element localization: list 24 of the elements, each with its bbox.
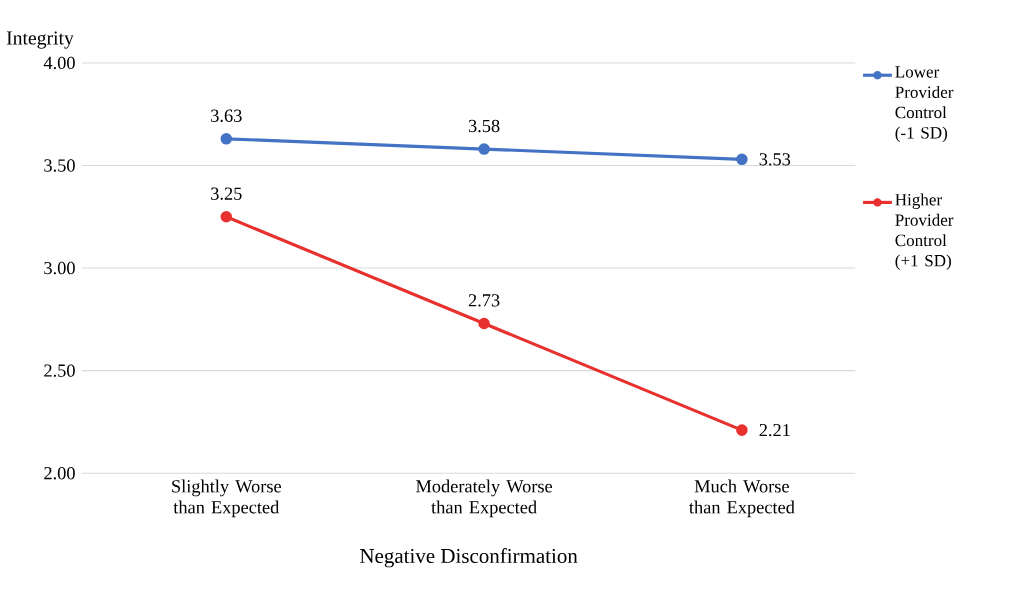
x-tick-label: Moderately Worse than Expected — [416, 479, 553, 518]
point — [736, 153, 748, 166]
y-tick-label: 4.00 — [43, 56, 75, 70]
point — [220, 133, 233, 145]
point — [478, 317, 490, 330]
legend-label: Lower Provider Control (-1 SD) — [895, 66, 954, 143]
point — [220, 211, 233, 223]
data-label: 3.63 — [211, 109, 242, 123]
data-label: 2.21 — [759, 424, 790, 437]
point — [478, 143, 490, 155]
point — [736, 424, 748, 437]
legend-label: Higher Provider Control (+1 SD) — [895, 193, 954, 271]
data-label: 3.25 — [211, 187, 242, 201]
x-axis-title: Negative Disconfirmation — [360, 548, 578, 568]
y-tick-label: 2.00 — [44, 467, 75, 480]
y-axis-title: Integrity — [6, 31, 74, 49]
data-label: 2.73 — [468, 294, 500, 307]
y-tick-label: 3.50 — [44, 159, 75, 172]
y-tick-label: 3.00 — [44, 261, 75, 275]
x-tick-label: Slightly Worse than Expected — [172, 479, 282, 518]
y-tick-label: 2.50 — [44, 364, 75, 378]
x-tick-label: Much Worse than Expected — [689, 479, 795, 518]
data-label: 3.53 — [759, 153, 791, 166]
data-label: 3.58 — [468, 119, 500, 133]
